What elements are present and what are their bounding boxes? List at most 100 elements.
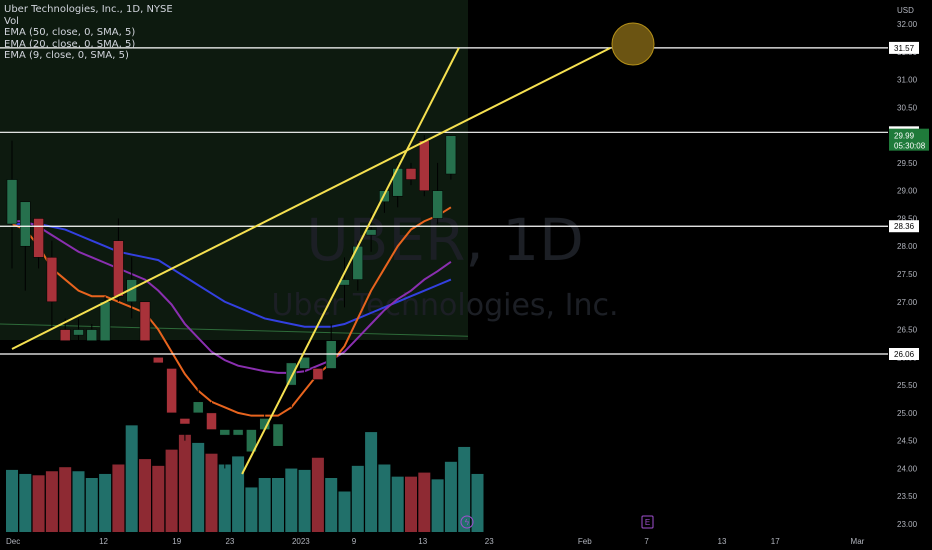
candle-body (20, 201, 31, 247)
candle-body (113, 240, 124, 297)
lightning-glyph: ϟ (465, 518, 470, 527)
ema20-line (12, 220, 452, 374)
legend-vol[interactable]: Vol (4, 15, 19, 27)
candle-body (179, 418, 191, 425)
volume-bar (351, 465, 364, 532)
volume-bar (471, 473, 484, 532)
volume-bar (298, 469, 311, 532)
y-tick-label: 26.50 (897, 326, 918, 335)
candle-body (419, 140, 430, 191)
highlight-circle[interactable] (611, 22, 655, 66)
horizontal-levels[interactable] (0, 47, 888, 355)
volume-bar (205, 453, 218, 532)
candle-body (272, 423, 284, 447)
candle (20, 201, 31, 291)
trendline[interactable] (241, 47, 460, 475)
x-tick-label: 9 (352, 537, 357, 546)
ema9-line (11, 206, 452, 417)
x-tick-label: 13 (418, 537, 427, 546)
y-tick-label: 23.00 (897, 520, 918, 529)
volume-bar (458, 446, 471, 532)
candle (46, 240, 58, 330)
lightning-icon[interactable] (460, 515, 474, 529)
legend-ema50[interactable]: EMA (50, close, 0, SMA, 5) (4, 27, 136, 38)
y-tick-label: 25.00 (897, 409, 918, 418)
currency-label: USD (897, 6, 914, 15)
candle-body (33, 218, 44, 258)
volume-bar (178, 434, 191, 532)
candle-body (352, 245, 364, 280)
legend-ema20[interactable]: EMA (20, close, 0, SMA, 5) (4, 38, 136, 50)
candle-body (166, 368, 177, 414)
volume-bar (85, 478, 98, 532)
volume-bar (125, 425, 138, 532)
volume-bar (378, 464, 391, 532)
candle-body (246, 429, 257, 453)
trendlines[interactable] (11, 46, 611, 475)
watermark: UBER, 1D Uber Technologies, Inc. (271, 206, 618, 323)
legend-ema9[interactable]: EMA (9, close, 0, SMA, 5) (4, 50, 129, 61)
y-tick-label: 30.50 (897, 103, 918, 112)
x-tick-label: Feb (578, 537, 592, 546)
candle-body (99, 301, 111, 341)
candle-body (232, 429, 244, 436)
candle-body (286, 362, 297, 386)
event-markers: ϟ E (460, 515, 654, 529)
time-axis[interactable]: Dec 12 19 23 2023 9 13 23 Feb 7 13 17 Mar (6, 537, 865, 546)
price-tag (889, 348, 919, 360)
candles (6, 135, 457, 469)
y-tick-label: 27.50 (897, 270, 918, 279)
candle-body (192, 401, 204, 414)
y-tick-label: 23.50 (897, 492, 918, 501)
price-tag-label: 26.06 (894, 350, 915, 359)
candle (99, 296, 111, 358)
candle (445, 135, 457, 180)
countdown-label: 05:30:08 (894, 142, 926, 151)
y-tick-label: 29.00 (897, 187, 918, 196)
candle (139, 301, 151, 363)
volume-bar (72, 471, 85, 532)
candle-body (392, 168, 403, 197)
candle-body (405, 168, 417, 180)
y-tick-label: 32.00 (897, 20, 918, 29)
price-tag-label: 31.57 (894, 44, 915, 53)
legend-title[interactable]: Uber Technologies, Inc., 1D, NYSE (4, 4, 173, 15)
x-tick-label: Mar (851, 537, 865, 546)
volume-bar (325, 478, 338, 532)
ema50-line (12, 223, 452, 328)
x-tick-label: 19 (172, 537, 181, 546)
candle (179, 412, 191, 441)
volume-bar (418, 472, 431, 532)
volume-bar (338, 491, 351, 532)
volume-bar (311, 457, 324, 532)
x-tick-label: 12 (99, 537, 108, 546)
earnings-icon[interactable] (641, 515, 654, 529)
y-tick-label: 28.50 (897, 214, 918, 223)
y-tick-label: 25.50 (897, 381, 918, 390)
volume-bar (192, 442, 205, 532)
candle (73, 318, 84, 347)
candle-body (432, 190, 443, 219)
y-tick-label: 28.00 (897, 242, 918, 251)
volume-bar (45, 471, 58, 532)
price-tag (889, 220, 919, 233)
candle-body (46, 257, 58, 303)
candle (259, 412, 270, 452)
price-axis[interactable]: USD 32.0031.5031.0030.5030.0029.5029.002… (889, 6, 929, 529)
volume-bar (258, 478, 271, 532)
candle (405, 162, 417, 186)
volume-bar (365, 432, 378, 532)
volume-bar (59, 467, 72, 532)
volume-bar (32, 475, 45, 532)
volume-bar (218, 464, 231, 532)
candle (432, 162, 443, 224)
volume-bar (444, 461, 457, 532)
candle (86, 324, 98, 352)
candle-body (6, 179, 18, 225)
volume-bar (431, 479, 444, 532)
trendline[interactable] (11, 46, 611, 350)
volume-bar (232, 456, 245, 532)
candle (59, 318, 71, 358)
